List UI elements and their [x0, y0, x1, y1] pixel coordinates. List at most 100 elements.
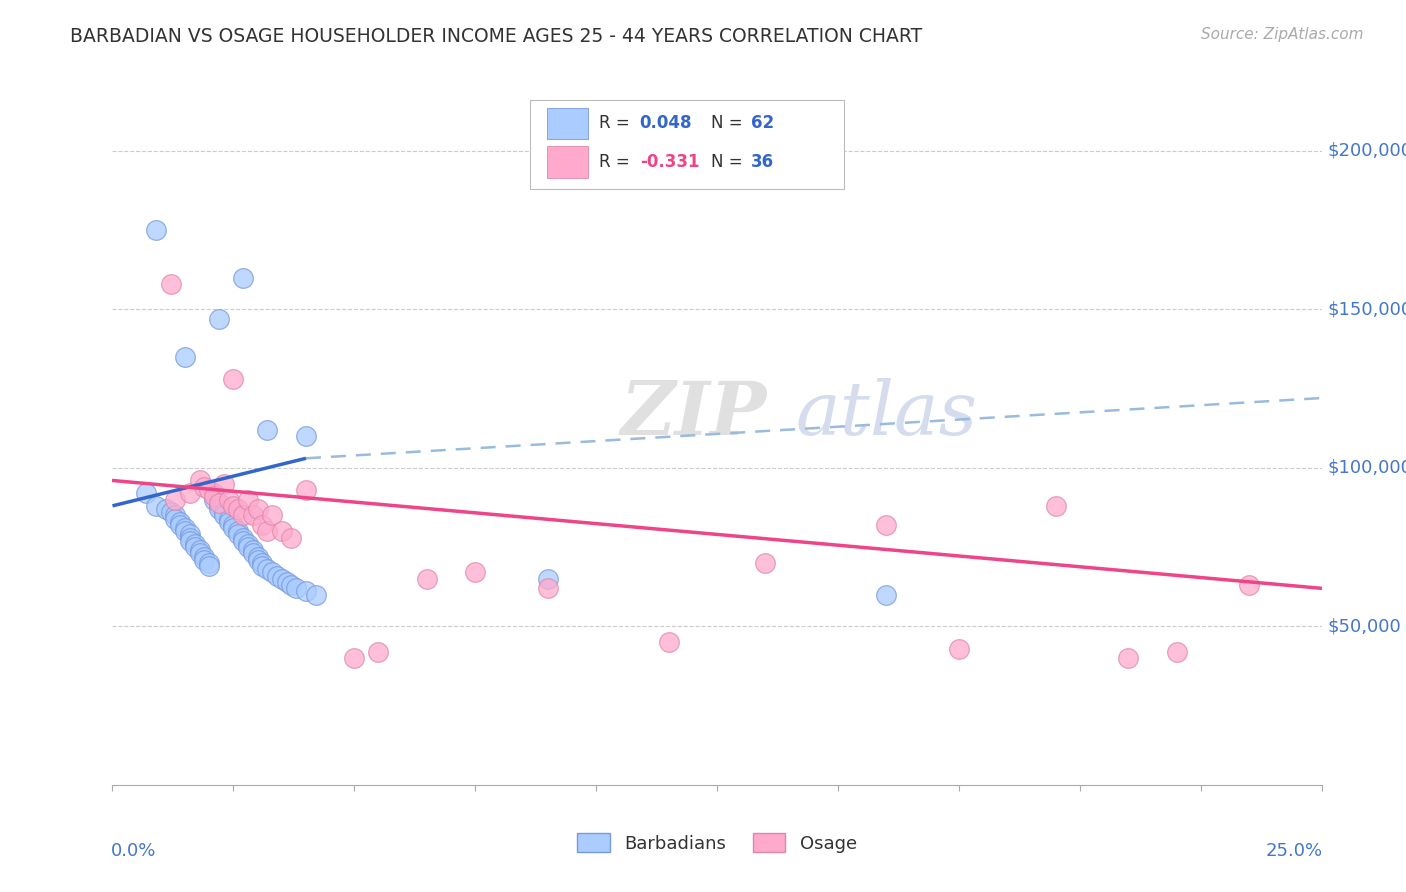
Point — [169, 515, 191, 529]
Point — [252, 559, 274, 574]
Text: N =: N = — [711, 153, 748, 171]
Point — [304, 588, 326, 602]
Point — [218, 492, 240, 507]
Point — [875, 517, 897, 532]
Point — [416, 572, 439, 586]
Text: $100,000: $100,000 — [1327, 458, 1406, 477]
Point — [198, 559, 221, 574]
Point — [169, 517, 191, 532]
Point — [658, 635, 681, 649]
Point — [246, 553, 269, 567]
Text: N =: N = — [711, 114, 748, 132]
Point — [179, 527, 201, 541]
Point — [179, 533, 201, 548]
Point — [262, 508, 284, 523]
Point — [222, 372, 245, 386]
Text: atlas: atlas — [796, 377, 977, 450]
Point — [193, 480, 215, 494]
Point — [1166, 645, 1188, 659]
Point — [236, 492, 259, 507]
Point — [232, 533, 254, 548]
Point — [208, 496, 231, 510]
Point — [159, 277, 181, 291]
Legend: Barbadians, Osage: Barbadians, Osage — [568, 824, 866, 862]
FancyBboxPatch shape — [547, 146, 588, 178]
Point — [202, 489, 225, 503]
Point — [222, 499, 245, 513]
Point — [464, 566, 486, 580]
Point — [145, 223, 167, 237]
Point — [1237, 578, 1260, 592]
Point — [208, 502, 231, 516]
Point — [242, 508, 264, 523]
Point — [754, 556, 776, 570]
Point — [537, 572, 560, 586]
Point — [208, 311, 231, 326]
Point — [242, 543, 264, 558]
Point — [367, 645, 389, 659]
Point — [256, 524, 278, 539]
Point — [295, 429, 318, 443]
Point — [174, 521, 197, 535]
Point — [295, 584, 318, 599]
Point — [179, 486, 201, 500]
Text: $150,000: $150,000 — [1327, 301, 1406, 318]
Point — [266, 568, 288, 582]
Point — [236, 537, 259, 551]
Point — [280, 531, 302, 545]
Point — [232, 270, 254, 285]
Text: $200,000: $200,000 — [1327, 142, 1406, 160]
FancyBboxPatch shape — [530, 100, 844, 189]
Point — [188, 546, 211, 560]
Text: 0.048: 0.048 — [640, 114, 692, 132]
Text: BARBADIAN VS OSAGE HOUSEHOLDER INCOME AGES 25 - 44 YEARS CORRELATION CHART: BARBADIAN VS OSAGE HOUSEHOLDER INCOME AG… — [70, 27, 922, 45]
Text: 62: 62 — [751, 114, 775, 132]
Point — [193, 549, 215, 564]
Text: Source: ZipAtlas.com: Source: ZipAtlas.com — [1201, 27, 1364, 42]
Text: 0.0%: 0.0% — [111, 842, 156, 860]
Point — [188, 474, 211, 488]
Point — [198, 556, 221, 570]
Point — [222, 517, 245, 532]
Point — [183, 537, 205, 551]
Point — [212, 505, 235, 519]
Point — [285, 582, 308, 596]
Point — [202, 492, 225, 507]
Point — [226, 524, 249, 539]
Point — [236, 540, 259, 554]
Point — [256, 423, 278, 437]
Text: R =: R = — [599, 114, 634, 132]
Point — [174, 350, 197, 364]
Point — [165, 508, 187, 523]
Point — [218, 515, 240, 529]
Point — [188, 543, 211, 558]
Point — [270, 524, 292, 539]
Point — [208, 496, 231, 510]
Point — [193, 553, 215, 567]
Point — [280, 578, 302, 592]
Point — [183, 540, 205, 554]
Point — [252, 556, 274, 570]
Point — [252, 517, 274, 532]
Point — [222, 521, 245, 535]
Text: 25.0%: 25.0% — [1265, 842, 1323, 860]
Point — [270, 572, 292, 586]
Point — [246, 502, 269, 516]
Point — [179, 531, 201, 545]
FancyBboxPatch shape — [547, 108, 588, 139]
Point — [295, 483, 318, 497]
Point — [155, 502, 177, 516]
Point — [246, 549, 269, 564]
Point — [262, 566, 284, 580]
Point — [174, 524, 197, 539]
Point — [1045, 499, 1067, 513]
Point — [232, 531, 254, 545]
Point — [232, 508, 254, 523]
Point — [226, 527, 249, 541]
Text: 36: 36 — [751, 153, 775, 171]
Point — [202, 486, 225, 500]
Point — [537, 582, 560, 596]
Point — [948, 641, 970, 656]
Point — [242, 546, 264, 560]
Point — [276, 574, 298, 589]
